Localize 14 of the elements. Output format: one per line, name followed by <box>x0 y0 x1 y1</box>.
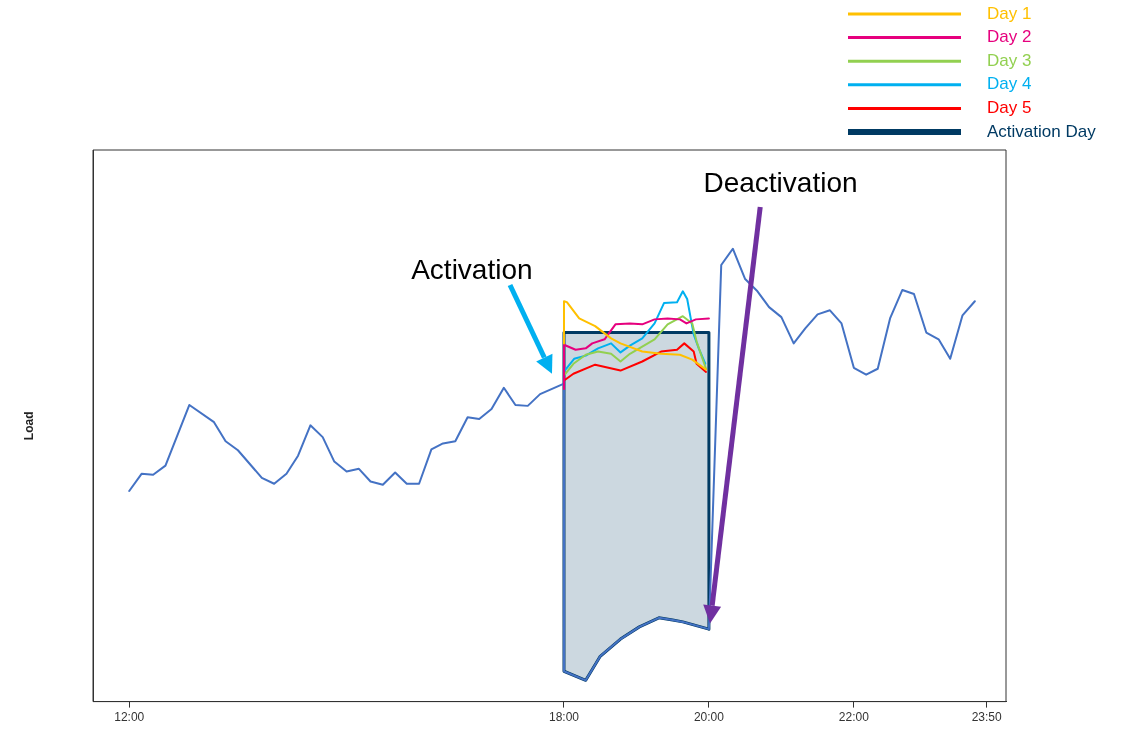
x-tick-label: 18:00 <box>548 710 580 725</box>
annotation: Activation <box>411 253 533 285</box>
x-tick-label: 20:00 <box>693 710 725 725</box>
x-tick-label: 12:00 <box>114 710 145 725</box>
text: Day 2 <box>987 27 1032 47</box>
text: Day 3 <box>987 50 1032 70</box>
y-axis-title: Load <box>21 411 36 441</box>
text: Deactivation <box>703 166 858 198</box>
text: Day 4 <box>987 74 1032 94</box>
text: Day 5 <box>987 98 1032 118</box>
text: Activation Day <box>987 121 1097 141</box>
text: Day 1 <box>987 3 1032 23</box>
x-tick-label: 23:50 <box>971 710 1002 725</box>
x-tick-label: 22:00 <box>838 710 870 725</box>
